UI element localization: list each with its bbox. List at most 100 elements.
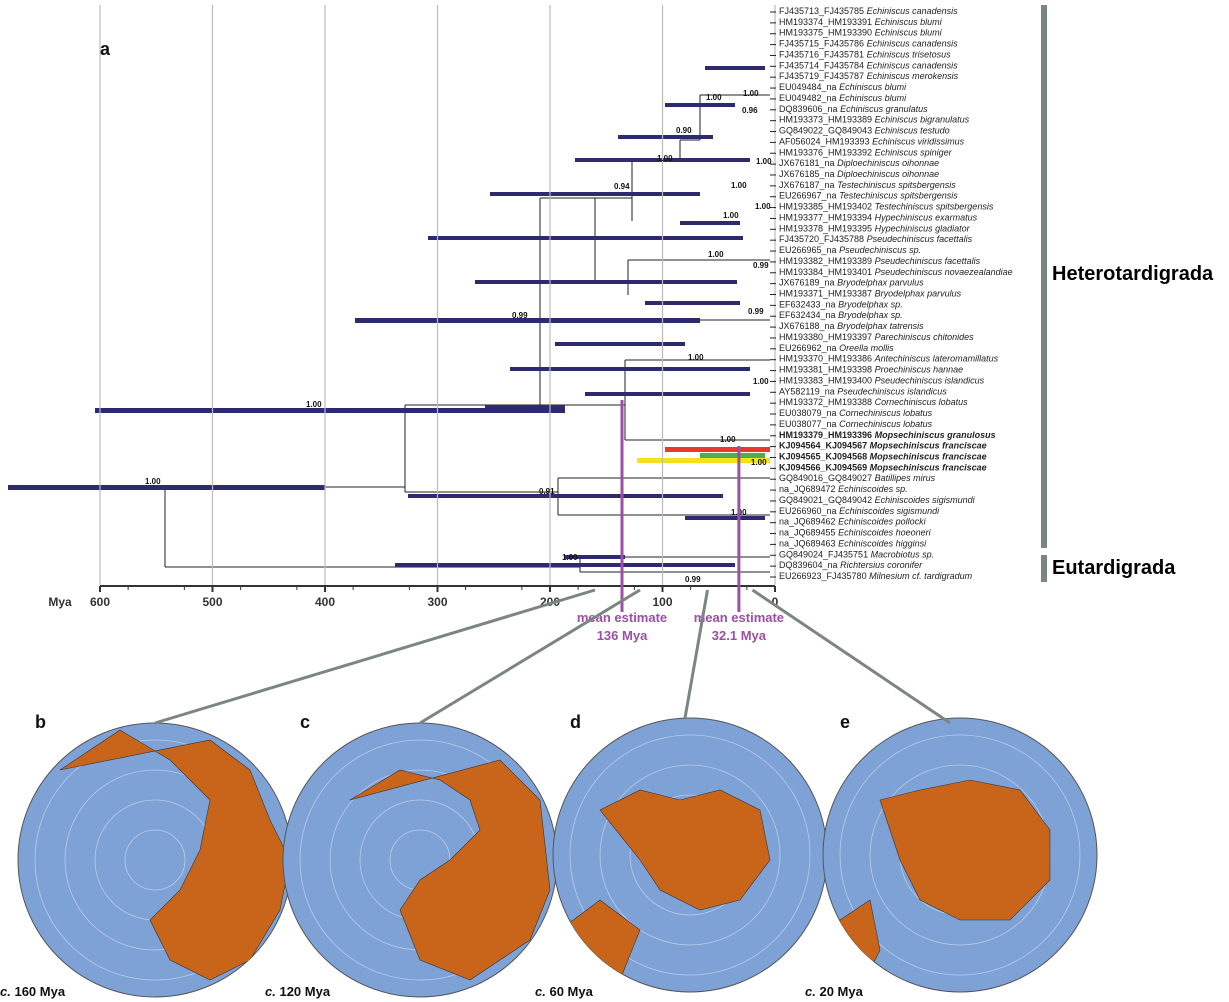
taxon-species: Echiniscus viridissimus (872, 137, 965, 147)
taxon-species: Testechiniscus spitsbergensis (875, 202, 994, 212)
taxon-id: HM193382_HM193389 (779, 256, 872, 266)
support-value: 1.00 (731, 181, 747, 190)
taxon-id: EF632433_na (779, 300, 836, 310)
support-value: 1.00 (562, 553, 578, 562)
support-value: 1.00 (657, 154, 673, 163)
taxon-id: EU049482_na (779, 93, 837, 103)
taxon-id: AY582119_na (779, 387, 835, 397)
support-value: 0.94 (614, 182, 630, 191)
taxon-species: Oreella mollis (839, 343, 894, 353)
support-value: 0.99 (512, 311, 528, 320)
taxon-species: Echiniscus blumi (875, 28, 943, 38)
taxon-species: Bryodelphax sp. (838, 300, 903, 310)
taxon-id: GQ849021_GQ849042 (779, 495, 872, 505)
map-ring (569, 734, 811, 976)
map-ring (839, 734, 1081, 976)
taxon-species: Parechiniscus chitonides (875, 332, 975, 342)
taxon-species: Echiniscus blumi (875, 17, 943, 27)
tick-label: 400 (315, 595, 335, 609)
panel-label: d (570, 712, 581, 732)
taxon-id: HM193378_HM193395 (779, 224, 872, 234)
tree (8, 94, 770, 573)
taxon-species: Cornechiniscus lobatus (839, 408, 933, 418)
taxon-label: FJ435713_FJ435785 Echiniscus canadensis (779, 6, 958, 16)
taxon-species: Pseudechiniscus sp. (839, 245, 921, 255)
taxon-label: HM193378_HM193395 Hypechiniscus gladiato… (779, 224, 971, 234)
taxon-species: Mopsechiniscus granulosus (875, 430, 996, 440)
taxon-species: Milnesium cf. tardigradum (869, 571, 973, 581)
mop-bars (637, 447, 770, 463)
caption-age: 160 Mya (14, 984, 65, 999)
taxon-label: EU049484_na Echiniscus blumi (779, 82, 907, 92)
taxon-id: EU038079_na (779, 408, 837, 418)
taxon-species: Batillipes mirus (875, 474, 936, 484)
taxon-id: GQ849022_GQ849043 (779, 126, 872, 136)
taxon-label: GQ849016_GQ849027 Batillipes mirus (779, 474, 936, 484)
taxon-species: Pseudechiniscus novaezealandiae (875, 267, 1013, 277)
clade-label: Heterotardigrada (1052, 263, 1214, 285)
panel-label: a (100, 39, 111, 59)
taxon-label: HM193382_HM193389 Pseudechiniscus facett… (779, 256, 981, 266)
taxon-label: na_JQ689455 Echiniscoides hoeoneri (779, 528, 932, 538)
taxon-species: Bryodelphax parvulus (837, 278, 924, 288)
taxon-id: JX676188_na (779, 321, 835, 331)
taxon-label: HM193375_HM193390 Echiniscus blumi (779, 28, 943, 38)
taxon-label: FJ435714_FJ435784 Echiniscus canadensis (779, 61, 958, 71)
taxon-label: HM193374_HM193391 Echiniscus blumi (779, 17, 943, 27)
taxon-species: Hypechiniscus exarmatus (875, 213, 978, 223)
taxon-label: EU266962_na Oreella mollis (779, 343, 894, 353)
taxon-species: Pseudechiniscus islandicus (837, 387, 947, 397)
map-caption: c. 20 Mya (805, 984, 864, 999)
map (822, 717, 1098, 993)
caption-prefix: c. (0, 984, 11, 999)
taxon-species: Bryodelphax tatrensis (837, 321, 924, 331)
taxon-species: Pseudechiniscus facettalis (867, 235, 973, 245)
taxon-id: EU266923_FJ435780 (779, 571, 867, 581)
taxon-label: HM193384_HM193401 Pseudechiniscus novaez… (779, 267, 1013, 277)
taxon-id: GQ849016_GQ849027 (779, 474, 872, 484)
taxon-species: Echiniscus testudo (875, 126, 950, 136)
taxon-id: FJ435719_FJ435787 (779, 72, 864, 82)
caption-age: 120 Mya (279, 984, 330, 999)
taxon-id: HM193383_HM193400 (779, 376, 872, 386)
taxon-species: Echiniscus canadensis (867, 61, 959, 71)
taxon-id: KJ094566_KJ094569 (779, 463, 867, 473)
taxon-id: FJ435714_FJ435784 (779, 61, 864, 71)
axis-unit: Mya (48, 595, 72, 609)
support-value: 1.00 (753, 377, 769, 386)
support-value: 1.00 (723, 211, 739, 220)
taxon-species: Antechiniscus lateromamillatus (874, 354, 999, 364)
map (282, 722, 558, 998)
taxon-label: HM193373_HM193389 Echiniscus bigranulatu… (779, 115, 970, 125)
taxon-id: KJ094564_KJ094567 (779, 441, 867, 451)
taxon-id: HM193384_HM193401 (779, 267, 872, 277)
map-ring (599, 764, 781, 946)
taxon-id: DQ839604_na (779, 561, 838, 571)
taxon-id: EU266965_na (779, 245, 837, 255)
taxon-species: Mopsechiniscus franciscae (870, 441, 987, 451)
taxon-label: KJ094564_KJ094567 Mopsechiniscus francis… (779, 441, 987, 451)
taxon-id: HM193385_HM193402 (779, 202, 872, 212)
taxon-label: EU049482_na Echiniscus blumi (779, 93, 907, 103)
taxon-id: na_JQ689455 (779, 528, 836, 538)
taxon-label: na_JQ689462 Echiniscoides pollocki (779, 517, 927, 527)
taxon-species: Cornechiniscus lobatus (839, 419, 933, 429)
hpd-bars (8, 66, 765, 567)
taxon-species: Cornechiniscus lobatus (875, 398, 969, 408)
taxon-species: Testechiniscus spitsbergensis (839, 191, 958, 201)
taxon-label: HM193371_HM193387 Bryodelphax parvulus (779, 289, 962, 299)
tick-label: 300 (427, 595, 447, 609)
taxon-id: HM193377_HM193394 (779, 213, 872, 223)
map-land (349, 759, 551, 981)
tick-label: 0 (772, 595, 779, 609)
taxon-label: JX676187_na Testechiniscus spitsbergensi… (779, 180, 956, 190)
taxon-label: HM193385_HM193402 Testechiniscus spitsbe… (779, 202, 994, 212)
support-value: 1.00 (708, 250, 724, 259)
taxon-species: Echiniscoides sp. (838, 484, 908, 494)
taxon-species: Echiniscus granulatus (840, 104, 928, 114)
taxon-id: FJ435713_FJ435785 (779, 6, 864, 16)
caption-prefix: c. (805, 984, 816, 999)
panel-label: e (840, 712, 850, 732)
taxon-species: Echiniscoides sigismundi (875, 495, 976, 505)
